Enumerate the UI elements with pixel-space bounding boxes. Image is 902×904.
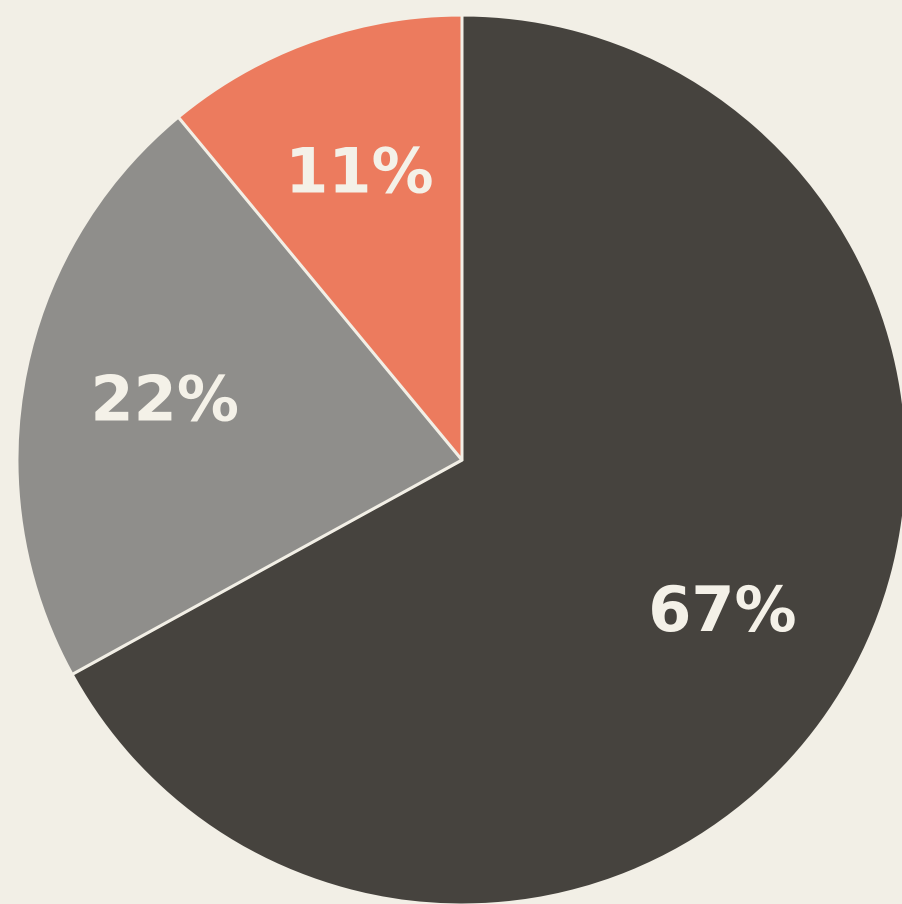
slice-label: 22%: [91, 362, 239, 435]
slice-label: 11%: [285, 134, 433, 207]
pie-slice: [15, 115, 464, 676]
slice-label: 67%: [648, 573, 796, 646]
pie-slice: [176, 13, 464, 462]
pie-slice: [70, 13, 902, 904]
